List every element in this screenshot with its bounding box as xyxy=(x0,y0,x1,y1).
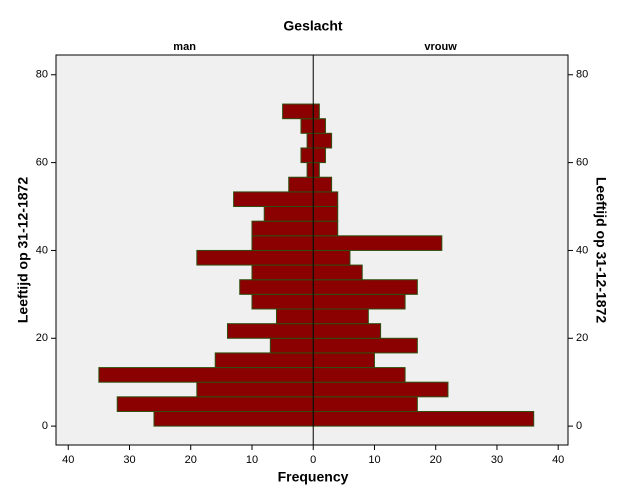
y2-tick-label: 80 xyxy=(576,69,588,81)
bar xyxy=(288,176,314,193)
bar xyxy=(239,279,314,295)
bar xyxy=(282,103,314,120)
bar xyxy=(196,249,314,266)
bar xyxy=(312,132,333,149)
x-axis-label: Frequency xyxy=(278,469,349,485)
bar xyxy=(275,308,314,325)
bar xyxy=(312,381,449,398)
y2-tick-label: 60 xyxy=(576,157,588,169)
y-tick-label: 60 xyxy=(36,157,48,169)
chart-title: Geslacht xyxy=(283,18,342,34)
bar xyxy=(269,337,314,354)
x-tick-label: 40 xyxy=(62,454,74,466)
bar xyxy=(312,323,382,339)
y-tick-label: 0 xyxy=(42,420,48,432)
y-tick-label: 80 xyxy=(36,69,48,81)
bar xyxy=(312,396,418,412)
y2-tick-label: 0 xyxy=(576,420,582,432)
bar xyxy=(312,293,406,310)
bar xyxy=(312,235,443,251)
y-tick-label: 40 xyxy=(36,244,48,256)
bar xyxy=(196,381,314,398)
bar xyxy=(312,308,369,325)
y2-axis-label: Leeftijd op 31-12-1872 xyxy=(593,177,609,323)
bar xyxy=(251,235,314,251)
bar xyxy=(312,206,339,222)
bar xyxy=(312,352,375,369)
x-tick-label: 0 xyxy=(310,454,316,466)
bar xyxy=(312,118,326,134)
x-tick-label: 20 xyxy=(185,454,197,466)
bar xyxy=(300,118,314,134)
bar xyxy=(300,147,314,164)
y-tick-label: 20 xyxy=(36,332,48,344)
x-tick-label: 30 xyxy=(491,454,503,466)
bar xyxy=(233,191,314,208)
panel-label: man xyxy=(173,41,196,53)
bar xyxy=(312,367,406,383)
bar xyxy=(312,249,351,266)
bar xyxy=(214,352,314,369)
bar xyxy=(312,337,418,354)
bar xyxy=(306,162,314,178)
bar xyxy=(312,147,326,164)
bar xyxy=(98,367,314,383)
bar xyxy=(251,220,314,237)
bar xyxy=(226,323,314,339)
y2-tick-label: 20 xyxy=(576,332,588,344)
bar xyxy=(251,264,314,281)
y2-tick-label: 40 xyxy=(576,244,588,256)
bar xyxy=(306,132,314,149)
bar xyxy=(312,162,320,178)
x-tick-label: 10 xyxy=(368,454,380,466)
bar xyxy=(312,264,363,281)
bar xyxy=(251,293,314,310)
x-tick-label: 10 xyxy=(246,454,258,466)
x-tick-label: 20 xyxy=(430,454,442,466)
bar xyxy=(312,103,320,120)
y-axis-label: Leeftijd op 31-12-1872 xyxy=(15,177,31,323)
bar xyxy=(116,396,314,412)
bar xyxy=(312,279,418,295)
bar xyxy=(312,176,333,193)
bar xyxy=(312,220,339,237)
bar xyxy=(263,206,314,222)
bar xyxy=(312,410,535,427)
bar xyxy=(153,410,314,427)
x-tick-label: 40 xyxy=(552,454,564,466)
panel-label: vrouw xyxy=(424,41,457,53)
x-tick-label: 30 xyxy=(123,454,135,466)
bar xyxy=(312,191,339,208)
